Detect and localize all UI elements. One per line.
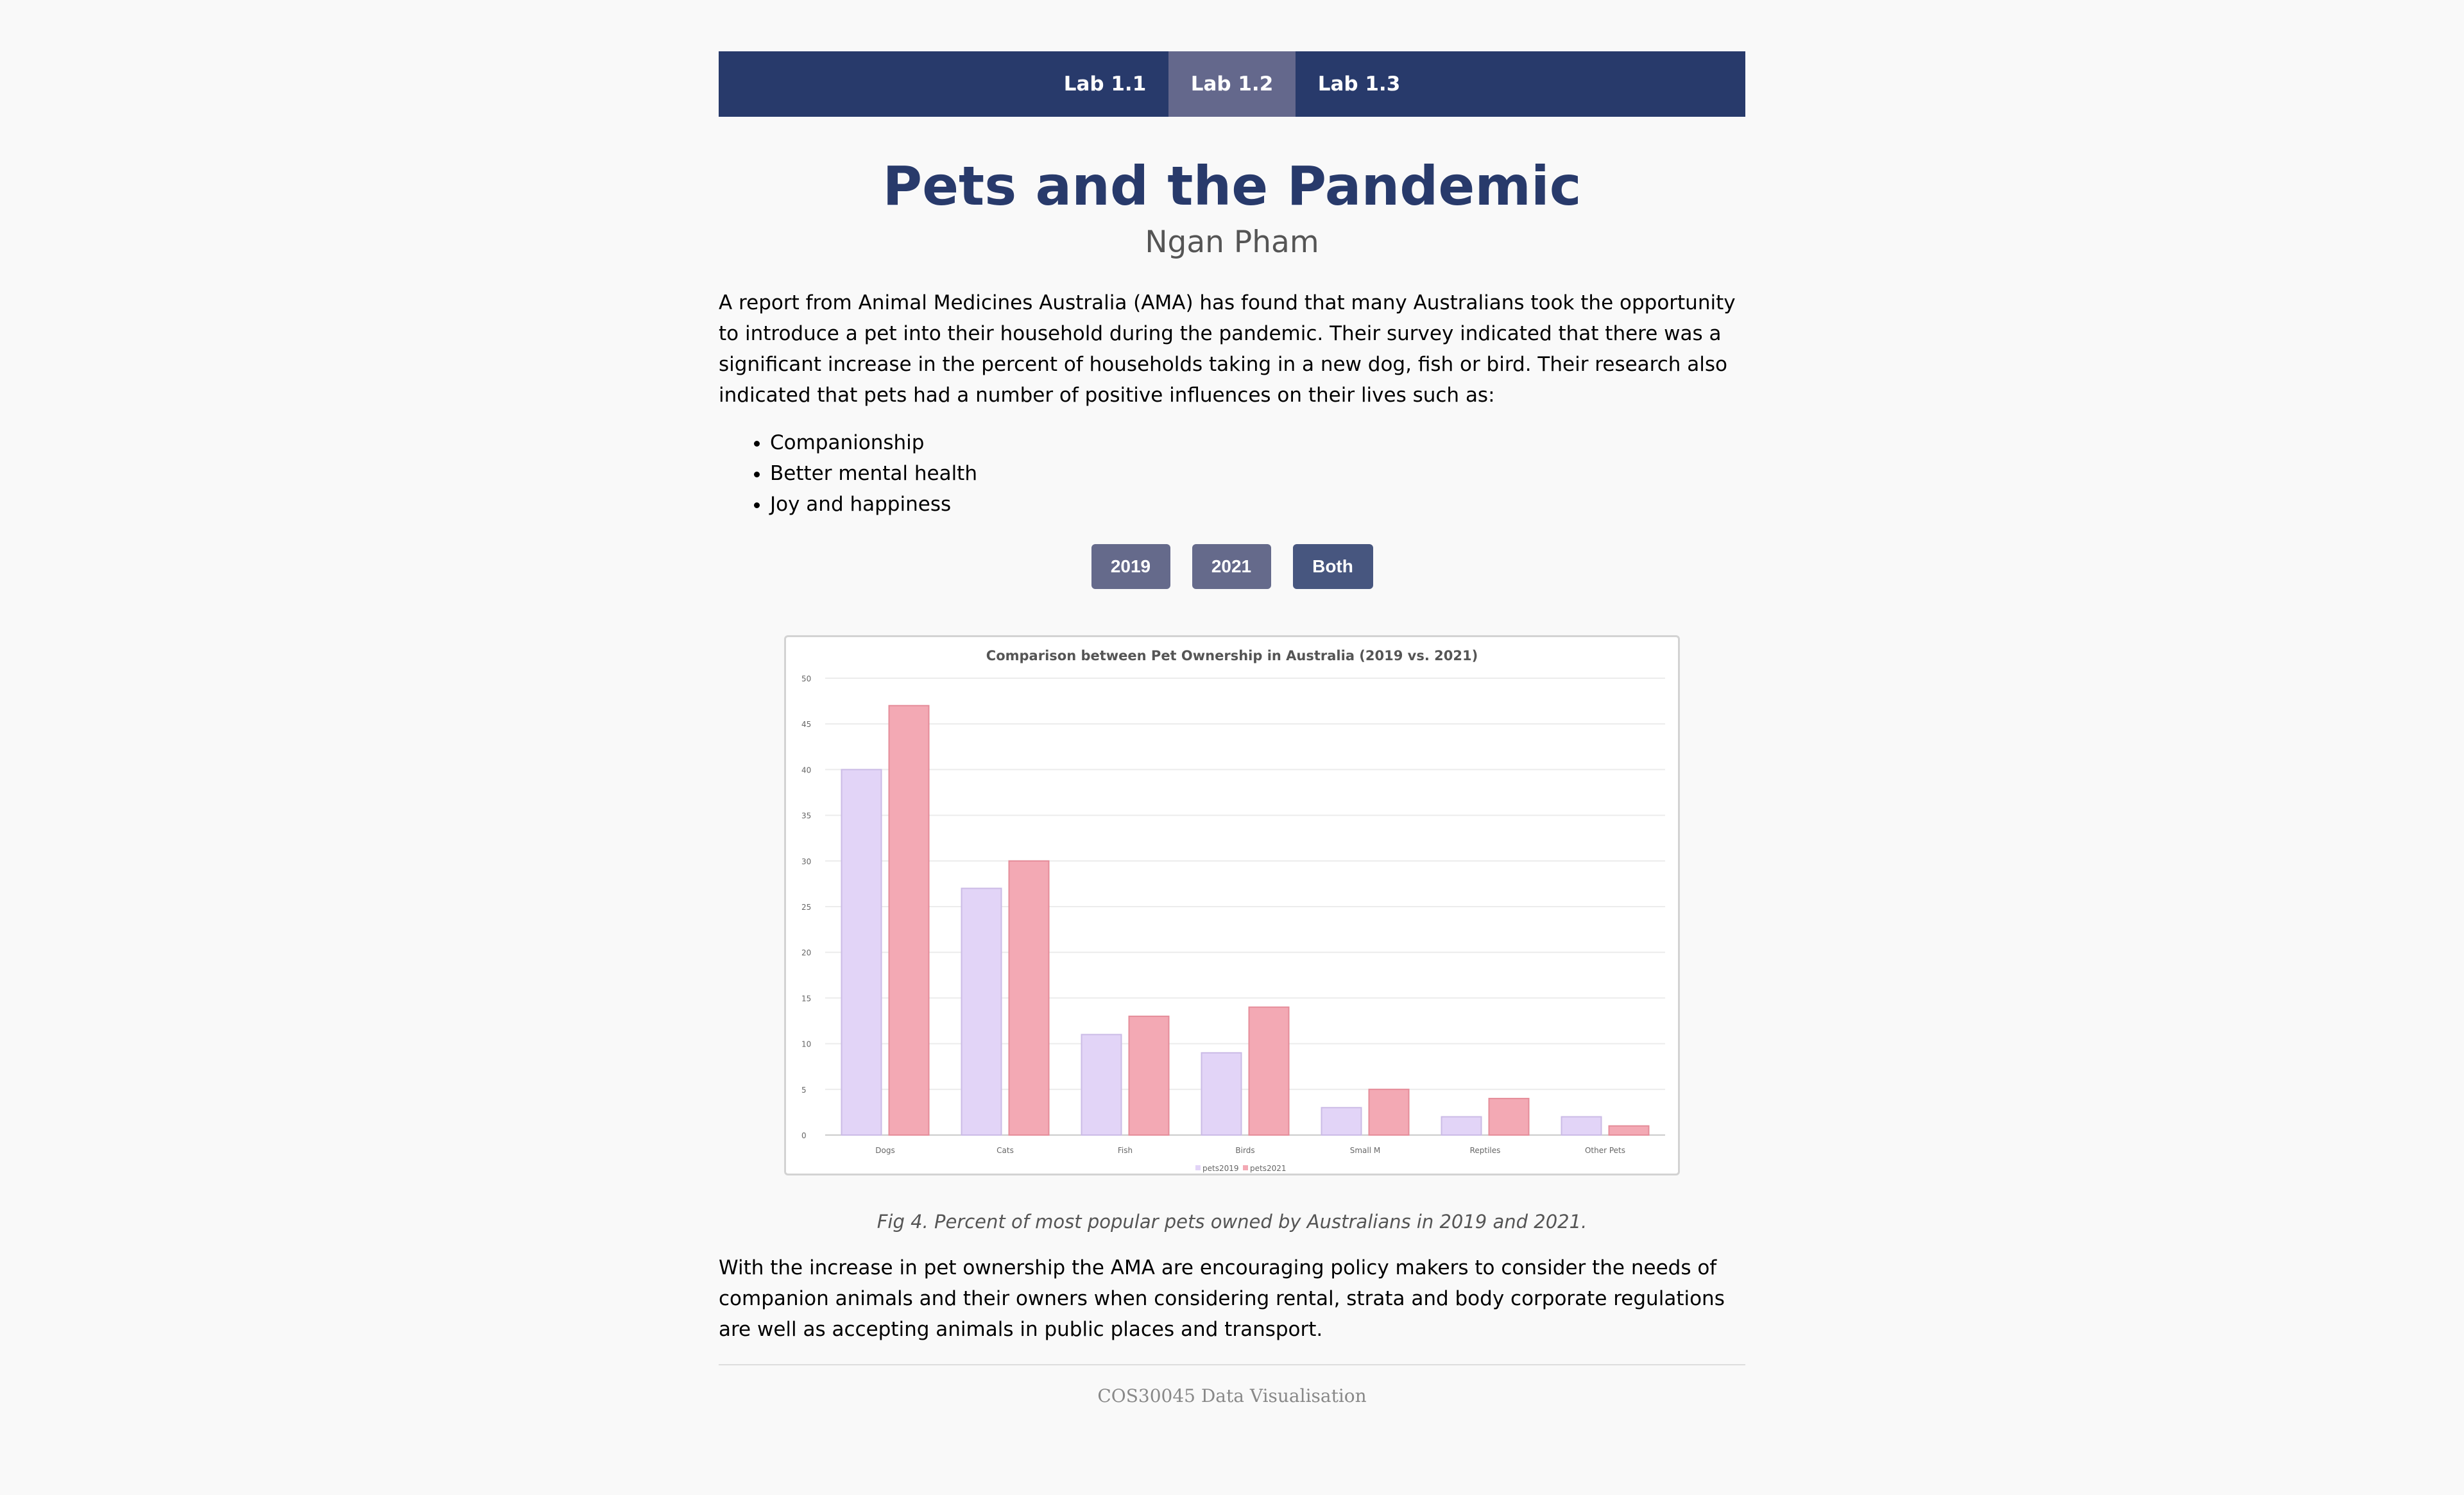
y-tick-label: 20 bbox=[801, 948, 811, 957]
list-item: Companionship bbox=[770, 427, 1745, 458]
y-tick-label: 35 bbox=[801, 812, 811, 821]
y-tick-label: 15 bbox=[801, 994, 811, 1003]
figure-caption: Fig 4. Percent of most popular pets owne… bbox=[877, 1211, 1587, 1233]
footer-text: COS30045 Data Visualisation bbox=[1097, 1385, 1367, 1406]
year-2021-button[interactable]: 2021 bbox=[1192, 544, 1271, 589]
page-title: Pets and the Pandemic bbox=[882, 155, 1582, 218]
x-tick-label: Other Pets bbox=[1585, 1146, 1625, 1155]
year-2019-button[interactable]: 2019 bbox=[1091, 544, 1170, 589]
legend-label[interactable]: pets2019 bbox=[1202, 1164, 1239, 1173]
legend-swatch bbox=[1195, 1165, 1201, 1170]
bar-pets2019-cats[interactable] bbox=[961, 887, 1002, 1136]
top-nav: Lab 1.1 Lab 1.2 Lab 1.3 bbox=[719, 51, 1745, 117]
bar-pets2021-other-pets[interactable] bbox=[1608, 1125, 1650, 1136]
chart-container: Comparison between Pet Ownership in Aust… bbox=[784, 635, 1680, 1175]
list-item: Joy and happiness bbox=[770, 489, 1745, 520]
bar-chart: Comparison between Pet Ownership in Aust… bbox=[801, 648, 1665, 1173]
bar-pets2019-other-pets[interactable] bbox=[1561, 1116, 1602, 1136]
x-tick-label: Fish bbox=[1118, 1146, 1133, 1155]
y-tick-label: 10 bbox=[801, 1040, 811, 1049]
y-tick-label: 5 bbox=[801, 1086, 807, 1095]
bar-pets2019-dogs[interactable] bbox=[841, 769, 882, 1136]
nav-tab-lab-1-1[interactable]: Lab 1.1 bbox=[1063, 73, 1147, 96]
y-tick-label: 45 bbox=[801, 720, 811, 729]
nav-tab-lab-1-2[interactable]: Lab 1.2 bbox=[1168, 51, 1296, 117]
y-tick-label: 25 bbox=[801, 903, 811, 912]
bar-pets2019-birds[interactable] bbox=[1201, 1052, 1242, 1136]
page-container: Lab 1.1 Lab 1.2 Lab 1.3 Pets and the Pan… bbox=[719, 51, 1745, 1409]
x-tick-label: Reptiles bbox=[1470, 1146, 1501, 1155]
bar-pets2021-cats[interactable] bbox=[1008, 860, 1050, 1136]
y-tick-label: 50 bbox=[801, 674, 811, 683]
author-name: Ngan Pham bbox=[1145, 225, 1319, 260]
intro-paragraph: A report from Animal Medicines Australia… bbox=[719, 291, 1736, 407]
benefits-list: Companionship Better mental health Joy a… bbox=[719, 427, 1745, 520]
y-tick-label: 30 bbox=[801, 857, 811, 866]
bar-pets2021-dogs[interactable] bbox=[888, 705, 930, 1136]
bar-pets2019-fish[interactable] bbox=[1081, 1034, 1122, 1136]
x-tick-label: Birds bbox=[1235, 1146, 1254, 1155]
year-filter-buttons: 2019 2021 Both bbox=[719, 544, 1745, 589]
legend-label[interactable]: pets2021 bbox=[1250, 1164, 1287, 1173]
legend-swatch bbox=[1243, 1165, 1248, 1170]
x-tick-label: Small M bbox=[1350, 1146, 1381, 1155]
bar-pets2021-reptiles[interactable] bbox=[1488, 1098, 1530, 1136]
closing-paragraph: With the increase in pet ownership the A… bbox=[719, 1256, 1725, 1341]
y-tick-label: 40 bbox=[801, 765, 811, 774]
x-tick-label: Cats bbox=[997, 1146, 1014, 1155]
list-item: Better mental health bbox=[770, 458, 1745, 489]
both-years-button[interactable]: Both bbox=[1292, 544, 1373, 589]
nav-tab-lab-1-3[interactable]: Lab 1.3 bbox=[1317, 73, 1401, 96]
x-tick-label: Dogs bbox=[875, 1146, 894, 1155]
y-tick-label: 0 bbox=[801, 1131, 807, 1140]
bar-pets2021-birds[interactable] bbox=[1248, 1006, 1290, 1136]
footer-divider bbox=[719, 1364, 1745, 1365]
bar-pets2019-small-m[interactable] bbox=[1321, 1107, 1362, 1136]
bar-pets2019-reptiles[interactable] bbox=[1441, 1116, 1482, 1136]
bar-pets2021-fish[interactable] bbox=[1128, 1015, 1170, 1136]
bar-pets2021-small-m[interactable] bbox=[1368, 1088, 1410, 1136]
chart-title: Comparison between Pet Ownership in Aust… bbox=[986, 648, 1478, 663]
